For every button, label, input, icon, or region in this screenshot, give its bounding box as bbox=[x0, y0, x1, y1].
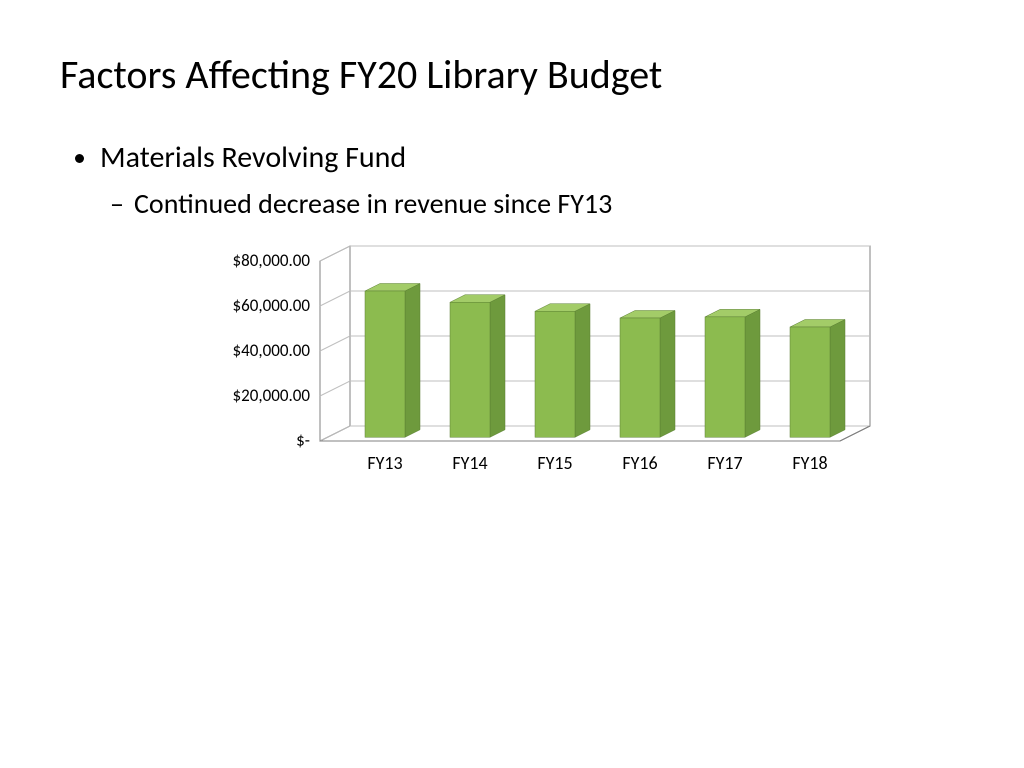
bullet-2: Continued decrease in revenue since FY13 bbox=[134, 186, 964, 221]
bar bbox=[705, 317, 745, 437]
bar-side bbox=[830, 320, 845, 438]
bar bbox=[790, 327, 830, 437]
bar bbox=[535, 311, 575, 437]
revenue-chart: $- $20,000.00 $40,000.00 $60,000.00 $80,000.… bbox=[180, 241, 880, 501]
x-tick-label: FY13 bbox=[367, 452, 402, 474]
x-tick-label: FY15 bbox=[537, 452, 572, 474]
bar-side bbox=[745, 309, 760, 437]
y-tick-label: $40,000.00 bbox=[233, 340, 311, 361]
bar-side bbox=[660, 311, 675, 438]
bar bbox=[450, 302, 490, 437]
y-tick-label: $80,000.00 bbox=[233, 250, 311, 271]
bar-side bbox=[575, 304, 590, 438]
x-tick-label: FY16 bbox=[622, 452, 657, 474]
bar bbox=[365, 291, 405, 437]
bar bbox=[620, 318, 660, 437]
bullet-list: Materials Revolving Fund Continued decre… bbox=[60, 139, 964, 221]
y-tick-label: $60,000.00 bbox=[233, 295, 311, 316]
x-tick-label: FY14 bbox=[452, 452, 487, 474]
slide-title: Factors Affecting FY20 Library Budget bbox=[60, 50, 964, 99]
x-tick-label: FY18 bbox=[792, 452, 827, 474]
y-tick-label: $20,000.00 bbox=[233, 385, 311, 406]
y-tick-label: $- bbox=[296, 430, 310, 451]
bar-side bbox=[490, 295, 505, 438]
x-tick-label: FY17 bbox=[707, 452, 742, 474]
bullet-1: Materials Revolving Fund bbox=[100, 139, 964, 176]
bar-side bbox=[405, 284, 420, 438]
chart-svg: $- $20,000.00 $40,000.00 $60,000.00 $80,000.… bbox=[180, 241, 880, 501]
